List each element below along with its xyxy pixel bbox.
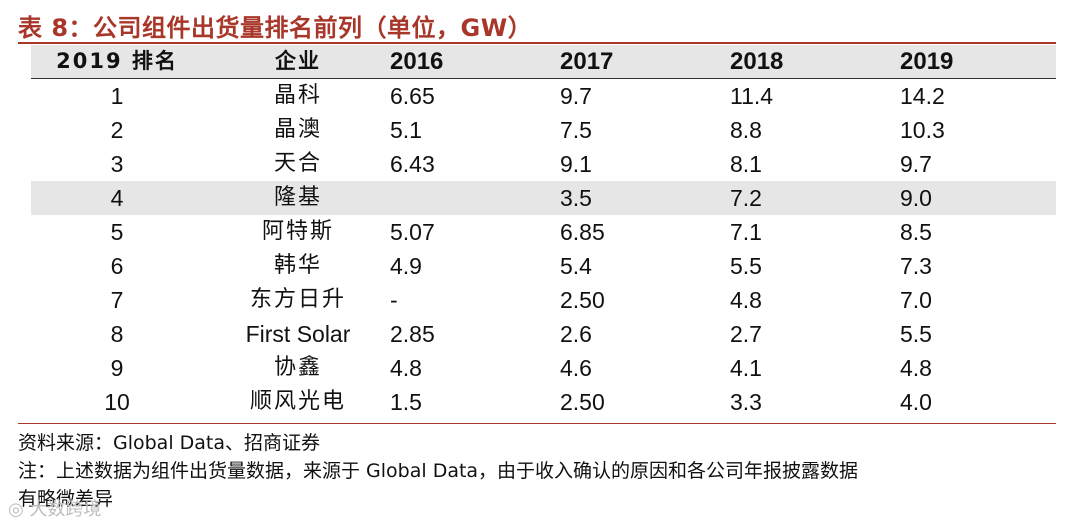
table-row: 9 协鑫 4.8 4.6 4.1 4.8 [31,351,1056,385]
value-cell: 11.4 [730,83,774,109]
value-cell: 6.43 [390,151,435,177]
table-header: 2019 排名 企业 2016 2017 2018 2019 [31,45,1056,78]
company-cell: 东方日升 [249,287,346,312]
company-cell: 协鑫 [273,355,322,380]
rank-cell: 3 [110,151,124,177]
value-cell: 6.85 [560,219,605,245]
value-cell: 4.8 [900,355,932,381]
table-row: 10 顺风光电 1.5 2.50 3.3 4.0 [31,385,1056,419]
value-cell: 2.7 [730,321,762,347]
value-cell: 9.1 [560,151,592,177]
table-row: 1 晶科 6.65 9.7 11.4 14.2 [31,79,1056,113]
value-cell: 3.5 [560,185,592,211]
table-bottom-rule [18,423,1056,424]
table-row: 8 First Solar 2.85 2.6 2.7 5.5 [31,317,1056,351]
header-company: 企业 [275,49,321,73]
value-cell: 7.1 [730,219,762,245]
header-year-2019: 2019 [900,48,954,75]
title-rule [18,42,1056,44]
value-cell: 7.0 [900,287,932,313]
value-cell: 2.50 [560,287,605,313]
value-cell: 5.1 [390,117,422,143]
table-row: 3 天合 6.43 9.1 8.1 9.7 [31,147,1056,181]
value-cell: 5.4 [560,253,592,279]
value-cell: 4.8 [390,355,422,381]
value-cell: 9.7 [900,151,932,177]
value-cell: - [390,287,398,313]
value-cell: 1.5 [390,389,422,415]
value-cell: 7.3 [900,253,932,279]
rank-cell: 10 [104,389,130,415]
value-cell: 6.65 [390,83,435,109]
footnote-line-2: 有略微差异 [18,488,114,510]
company-cell: First Solar [245,321,351,347]
company-cell: 隆基 [273,185,322,210]
watermark: ◎ 大数跨境 [8,499,102,520]
value-cell: 8.8 [730,117,762,143]
value-cell: 8.5 [900,219,932,245]
value-cell: 9.0 [900,185,932,211]
value-cell: 8.1 [730,151,762,177]
value-cell: 4.9 [390,253,422,279]
rank-cell: 1 [110,83,124,109]
table-row: 5 阿特斯 5.07 6.85 7.1 8.5 [31,215,1056,249]
company-cell: 天合 [273,151,322,176]
source-note: 资料来源：Global Data、招商证券 [18,432,321,454]
value-cell: 5.5 [900,321,932,347]
company-cell: 韩华 [273,253,322,278]
company-cell: 阿特斯 [261,219,334,244]
value-cell: 5.07 [390,219,435,245]
company-cell: 晶澳 [273,117,322,142]
rank-cell: 9 [110,355,124,381]
value-cell: 7.2 [730,185,762,211]
value-cell: 2.50 [560,389,605,415]
header-year-2017: 2017 [560,48,614,75]
table-title: 表 8：公司组件出货量排名前列（单位，GW） [18,14,533,42]
company-cell: 晶科 [273,83,322,108]
rank-cell: 5 [110,219,124,245]
rank-cell: 4 [110,185,124,211]
value-cell: 7.5 [560,117,592,143]
value-cell: 2.6 [560,321,592,347]
value-cell: 5.5 [730,253,762,279]
header-rank: 2019 排名 [56,49,178,73]
rank-cell: 7 [110,287,124,313]
footnote-line-1: 注：上述数据为组件出货量数据，来源于 Global Data，由于收入确认的原因… [18,460,859,482]
table-row: 7 东方日升 - 2.50 4.8 7.0 [31,283,1056,317]
value-cell: 9.7 [560,83,592,109]
header-year-2016: 2016 [390,48,444,75]
value-cell: 10.3 [900,117,945,143]
header-year-2018: 2018 [730,48,784,75]
header-rule [31,78,1056,79]
table-row: 6 韩华 4.9 5.4 5.5 7.3 [31,249,1056,283]
value-cell: 4.1 [730,355,762,381]
rank-cell: 6 [110,253,124,279]
rank-cell: 8 [110,321,124,347]
value-cell: 14.2 [900,83,945,109]
value-cell: 3.3 [730,389,762,415]
company-cell: 顺风光电 [249,389,346,414]
rank-cell: 2 [110,117,124,143]
value-cell: 2.85 [390,321,435,347]
value-cell: 4.6 [560,355,592,381]
value-cell: 4.8 [730,287,762,313]
table-row: 2 晶澳 5.1 7.5 8.8 10.3 [31,113,1056,147]
value-cell: 4.0 [900,389,932,415]
table-row-highlighted: 4 隆基 3.5 7.2 9.0 [31,181,1056,215]
